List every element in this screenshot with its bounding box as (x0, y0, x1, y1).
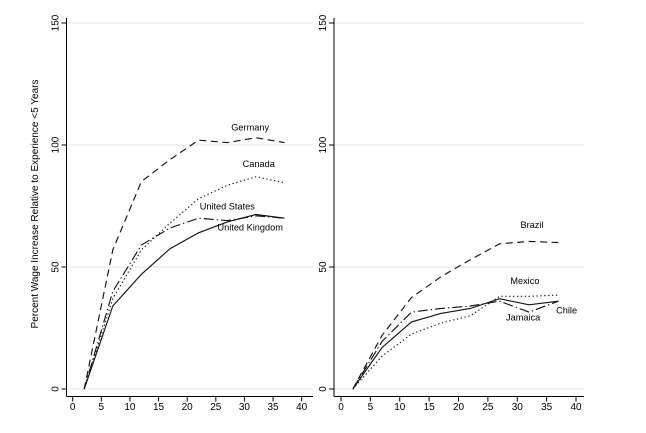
series-line-united-states (83, 215, 285, 390)
x-tick-label: 15 (153, 402, 165, 413)
x-tick-label: 0 (338, 402, 344, 413)
right-panel: 0 50 100 150 0 5 10 15 20 25 30 35 40 Brazil Mexico Chi… (318, 14, 584, 413)
x-tick-label: 10 (394, 402, 406, 413)
x-tick-label: 40 (296, 402, 308, 413)
x-tick-label: 5 (99, 402, 105, 413)
y-tick-label: 100 (51, 136, 62, 153)
y-tick-label: 150 (318, 14, 329, 31)
x-tick-label: 35 (541, 402, 553, 413)
gridlines (334, 22, 584, 390)
x-tick-label: 15 (424, 402, 436, 413)
y-tick-label: 0 (318, 386, 329, 392)
x-tick-label: 0 (70, 402, 76, 413)
y-axis-title: Percent Wage Increase Relative to Experi… (30, 80, 41, 329)
x-tick-label: 20 (182, 402, 194, 413)
series-line-mexico (352, 294, 559, 390)
series-label-brazil: Brazil (520, 220, 543, 230)
x-tick-label: 30 (239, 402, 251, 413)
x-tick-label: 5 (368, 402, 374, 413)
x-tick-label: 30 (512, 402, 524, 413)
x-tick-label: 10 (124, 402, 136, 413)
left-panel: 0 50 100 150 0 5 10 15 20 25 30 35 40 Germany Canada Un… (51, 14, 313, 413)
series-label-mexico: Mexico (510, 276, 539, 286)
series-label-germany: Germany (231, 122, 269, 132)
y-tick-label: 150 (51, 14, 62, 31)
series-line-germany (83, 137, 285, 390)
y-tick-label: 100 (318, 136, 329, 153)
series-line-united-kingdom (83, 213, 285, 390)
x-tick-label: 25 (210, 402, 222, 413)
x-tick-label: 35 (268, 402, 280, 413)
y-tick-label: 50 (51, 261, 62, 273)
y-tick-label: 50 (318, 261, 329, 273)
series-label-chile: Chile (556, 305, 577, 315)
series-label-canada: Canada (243, 159, 276, 169)
series-line-jamaica (352, 300, 559, 390)
series-line-chile (352, 298, 559, 390)
x-tick-label: 20 (453, 402, 465, 413)
x-tick-label: 40 (570, 402, 582, 413)
series-label-united-states: United States (200, 202, 256, 212)
gridlines (66, 22, 313, 390)
y-tick-label: 0 (51, 386, 62, 392)
series-label-jamaica: Jamaica (506, 313, 541, 323)
series-line-brazil (352, 240, 559, 390)
x-tick-label: 25 (482, 402, 494, 413)
series-label-united-kingdom: United Kingdom (217, 222, 283, 232)
